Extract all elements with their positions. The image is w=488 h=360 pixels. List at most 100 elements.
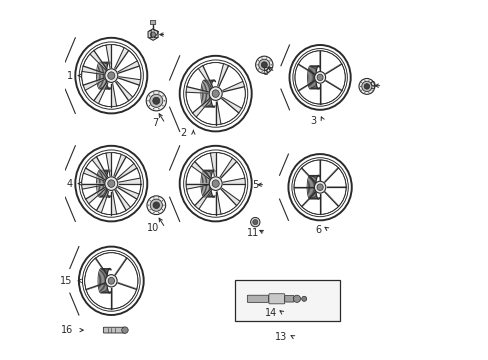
Circle shape [293,295,300,302]
Polygon shape [148,29,158,40]
Circle shape [153,197,154,199]
Circle shape [367,92,369,93]
Circle shape [163,204,164,206]
Polygon shape [222,98,241,113]
Circle shape [162,105,163,106]
Circle shape [252,220,257,225]
Circle shape [261,71,262,72]
Circle shape [149,209,150,210]
Circle shape [158,212,159,213]
Ellipse shape [314,72,325,83]
Circle shape [158,197,159,199]
Circle shape [256,64,257,66]
Circle shape [361,81,371,91]
Polygon shape [83,78,104,90]
Circle shape [149,95,150,96]
Polygon shape [119,77,140,85]
Polygon shape [221,188,240,206]
Text: 16: 16 [61,325,73,335]
FancyBboxPatch shape [268,294,284,304]
Ellipse shape [105,275,117,287]
Ellipse shape [212,90,219,97]
Polygon shape [192,99,210,117]
Circle shape [364,84,369,89]
Circle shape [149,105,150,106]
Ellipse shape [107,180,115,187]
Circle shape [163,100,165,102]
Circle shape [364,92,365,93]
Polygon shape [194,189,211,209]
Ellipse shape [209,177,222,190]
Text: 14: 14 [264,308,276,318]
Circle shape [147,100,148,102]
Ellipse shape [316,74,323,81]
Circle shape [153,212,154,213]
Circle shape [250,217,260,227]
Polygon shape [115,190,130,211]
Polygon shape [198,66,212,87]
Circle shape [360,82,362,83]
Text: 8: 8 [262,67,268,77]
Circle shape [265,71,266,72]
Polygon shape [186,87,208,93]
Text: 10: 10 [146,223,159,233]
Circle shape [358,78,374,94]
Polygon shape [220,158,236,178]
Circle shape [162,200,163,201]
Polygon shape [111,192,116,215]
Circle shape [153,108,154,109]
Circle shape [258,68,259,69]
Polygon shape [223,178,244,184]
Polygon shape [96,191,108,213]
Polygon shape [215,102,221,125]
FancyBboxPatch shape [247,295,268,302]
Circle shape [150,199,162,211]
Circle shape [301,296,306,301]
Ellipse shape [316,184,323,190]
Polygon shape [118,186,139,199]
Circle shape [146,196,165,215]
Text: 4: 4 [66,179,73,189]
Polygon shape [118,61,139,73]
Circle shape [269,60,270,61]
Circle shape [371,82,372,83]
Text: 1: 1 [66,71,73,81]
Polygon shape [111,84,116,107]
Text: 5: 5 [252,180,258,190]
Circle shape [371,90,372,91]
Circle shape [153,92,154,94]
Polygon shape [92,157,107,177]
Circle shape [255,56,272,73]
Circle shape [265,58,266,59]
Ellipse shape [104,69,118,82]
Circle shape [146,91,166,111]
Polygon shape [210,153,215,176]
Polygon shape [81,184,103,189]
Polygon shape [90,50,106,70]
Text: 7: 7 [152,118,159,129]
Circle shape [269,68,270,69]
Circle shape [261,62,267,68]
Polygon shape [117,163,137,180]
Circle shape [162,95,163,96]
Ellipse shape [209,87,222,100]
Polygon shape [191,162,210,179]
Polygon shape [106,153,111,176]
Polygon shape [215,192,221,215]
Polygon shape [119,178,141,184]
Circle shape [158,108,159,109]
Circle shape [364,80,365,81]
Text: 2: 2 [180,128,186,138]
Circle shape [149,94,163,107]
FancyBboxPatch shape [284,296,293,302]
Circle shape [152,97,160,104]
Polygon shape [85,188,105,204]
Circle shape [258,59,269,71]
Polygon shape [223,81,244,92]
Circle shape [122,327,128,333]
Polygon shape [116,81,132,101]
Polygon shape [83,168,104,181]
Circle shape [162,209,163,210]
Text: 3: 3 [310,116,316,126]
Text: 9: 9 [369,81,375,91]
